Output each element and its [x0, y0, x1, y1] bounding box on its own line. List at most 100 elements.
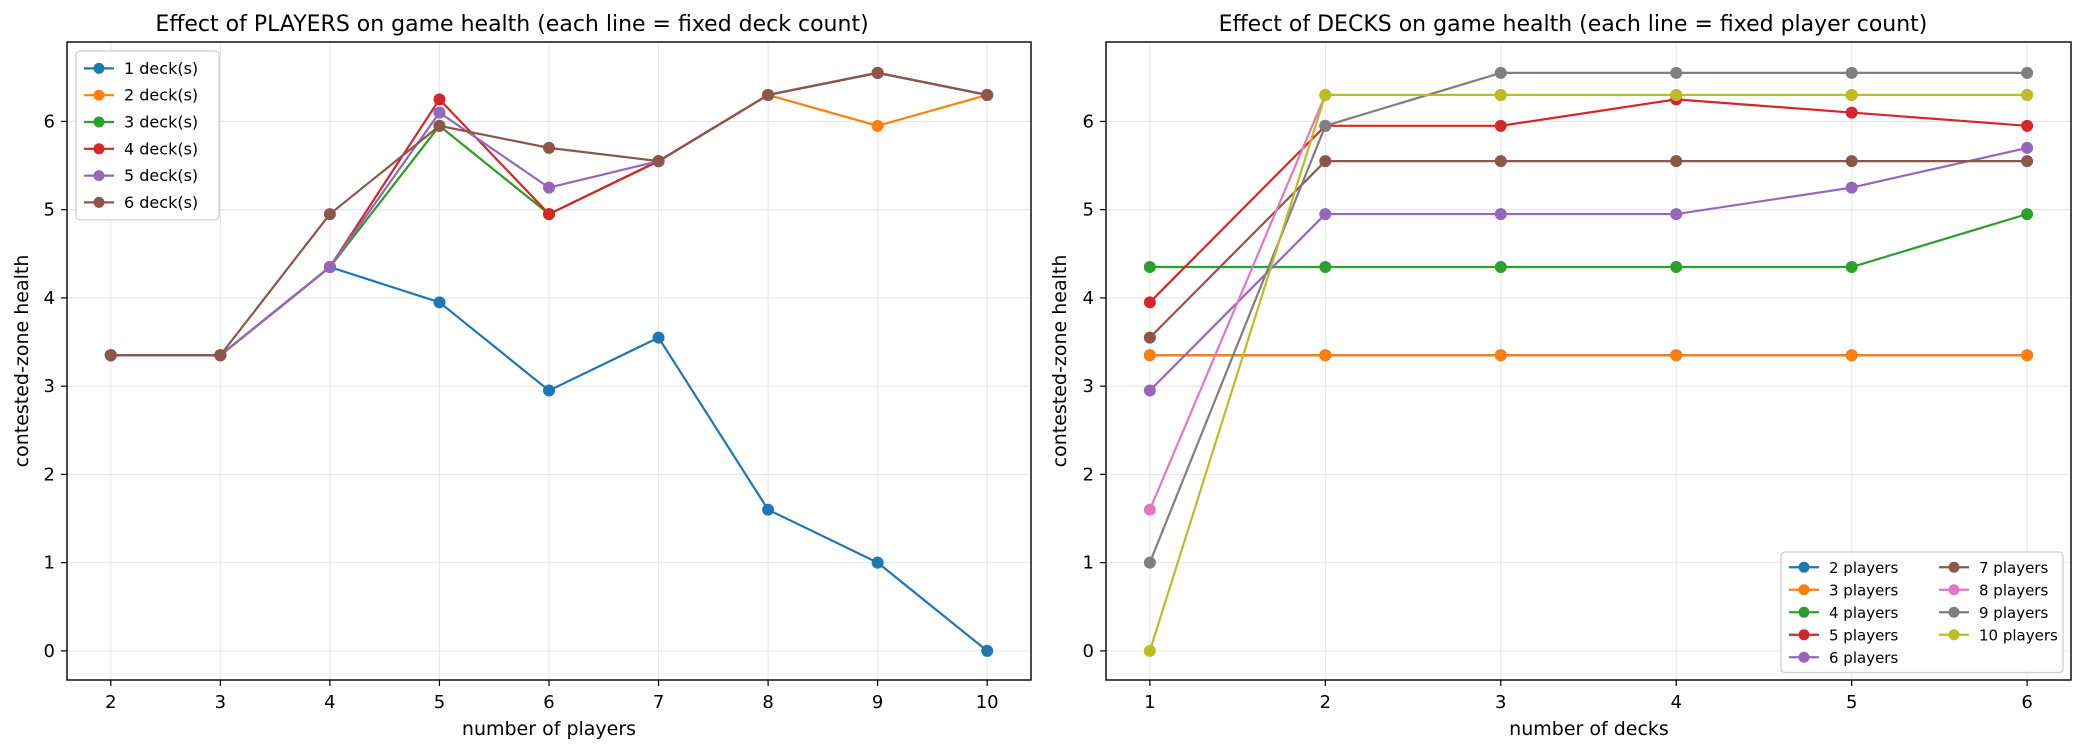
- legend-item: 7 players: [1939, 559, 2048, 577]
- series-line: [1149, 98, 2028, 304]
- x-axis-label: number of decks: [1509, 718, 1669, 740]
- series-line: [1148, 93, 2028, 511]
- data-point: [323, 208, 336, 221]
- data-point: [1670, 208, 1683, 221]
- legend-marker: [1798, 584, 1810, 596]
- series-layer: [104, 66, 994, 657]
- legend-item: 2 deck(s): [84, 86, 198, 105]
- y-tick-label: 6: [1083, 111, 1094, 132]
- data-point: [1670, 261, 1683, 274]
- y-tick-label: 2: [44, 464, 55, 485]
- legend-box: [1780, 551, 2064, 674]
- series-5-players: [1143, 93, 2034, 309]
- series-9-players: [1143, 66, 2034, 569]
- legend-marker: [1798, 629, 1810, 641]
- data-point: [543, 208, 555, 221]
- data-point: [981, 644, 994, 657]
- legend-marker: [1948, 561, 1960, 573]
- data-point: [214, 349, 227, 362]
- x-tick-label: 2: [105, 692, 116, 713]
- legend-marker: [1948, 584, 1960, 596]
- data-point: [1845, 66, 1858, 79]
- series-8-players: [1143, 88, 2034, 516]
- data-point: [1670, 88, 1683, 101]
- data-point: [1319, 88, 1332, 101]
- data-point: [2021, 208, 2034, 221]
- legend-item: 2 players: [1789, 559, 1898, 577]
- legend-item: 3 players: [1789, 581, 1898, 599]
- legend-label: 6 players: [1829, 649, 1898, 667]
- data-point: [2021, 141, 2034, 154]
- series-layer: [1143, 66, 2034, 657]
- legend-label: 10 players: [1979, 626, 2058, 644]
- legend-label: 8 players: [1979, 581, 2048, 599]
- data-point: [433, 93, 446, 106]
- legend-marker: [93, 143, 105, 155]
- data-point: [981, 88, 994, 101]
- data-point: [1845, 349, 1858, 362]
- data-point: [1143, 384, 1156, 397]
- data-point: [1143, 503, 1156, 516]
- data-point: [652, 331, 665, 344]
- axis-ticks: 2 3 4 5 6 7 8 9 10 0 1 2 3 4 5 6: [44, 111, 999, 713]
- data-point: [1143, 556, 1156, 569]
- data-point: [1845, 261, 1858, 274]
- x-tick-label: 6: [2021, 692, 2032, 713]
- y-tick-label: 5: [1083, 200, 1094, 221]
- series-3-players: [1143, 349, 2034, 362]
- data-point: [1143, 261, 1156, 274]
- data-point: [433, 296, 446, 309]
- data-point: [2021, 155, 2034, 168]
- legend-marker: [1798, 651, 1810, 663]
- data-point: [1494, 261, 1507, 274]
- plot-frame: [1105, 41, 2072, 681]
- legend-marker: [93, 62, 105, 74]
- data-point: [1319, 261, 1332, 274]
- legend-marker: [93, 116, 105, 128]
- data-point: [652, 155, 665, 168]
- legend-item: 4 deck(s): [84, 139, 198, 158]
- y-tick-label: 4: [44, 288, 55, 309]
- legend-marker: [1948, 606, 1960, 618]
- data-point: [762, 503, 775, 516]
- data-point: [871, 119, 884, 132]
- x-tick-label: 6: [543, 692, 554, 713]
- legend-label: 2 players: [1829, 559, 1898, 577]
- legend-label: 5 players: [1829, 626, 1898, 644]
- y-tick-label: 4: [1083, 288, 1094, 309]
- data-point: [871, 556, 884, 569]
- legend-label: 7 players: [1979, 559, 2048, 577]
- legend-label: 2 deck(s): [124, 86, 198, 105]
- data-point: [543, 181, 555, 194]
- data-point: [1319, 349, 1332, 362]
- series-6-deck-s: [104, 66, 994, 362]
- legend-item: 9 players: [1939, 604, 2048, 622]
- x-tick-label: 7: [653, 692, 664, 713]
- legend-item: 4 players: [1789, 604, 1898, 622]
- y-tick-label: 6: [44, 111, 55, 132]
- axis-ticks: 1 2 3 4 5 6 0 1 2 3 4 5 6: [1083, 111, 2033, 713]
- x-tick-label: 5: [1846, 692, 1857, 713]
- data-point: [1670, 349, 1683, 362]
- series-line: [1148, 71, 2028, 564]
- x-tick-label: 10: [976, 692, 999, 713]
- data-point: [1494, 155, 1507, 168]
- data-point: [1845, 88, 1858, 101]
- series-line: [1149, 213, 2028, 269]
- data-point: [1143, 644, 1156, 657]
- data-point: [1845, 181, 1858, 194]
- data-point: [1670, 155, 1683, 168]
- data-point: [433, 119, 446, 132]
- data-point: [1494, 208, 1507, 221]
- y-tick-label: 0: [1083, 641, 1094, 662]
- y-tick-label: 1: [44, 553, 55, 574]
- data-point: [2021, 88, 2034, 101]
- x-tick-label: 1: [1144, 692, 1155, 713]
- legend-label: 6 deck(s): [124, 193, 198, 212]
- data-point: [1143, 331, 1156, 344]
- y-tick-label: 0: [44, 641, 55, 662]
- series-line: [1149, 146, 2028, 392]
- chart-players-effect: Effect of PLAYERS on game health (each l…: [11, 12, 1032, 740]
- series-line: [1149, 160, 2028, 339]
- legend-item: 8 players: [1939, 581, 2048, 599]
